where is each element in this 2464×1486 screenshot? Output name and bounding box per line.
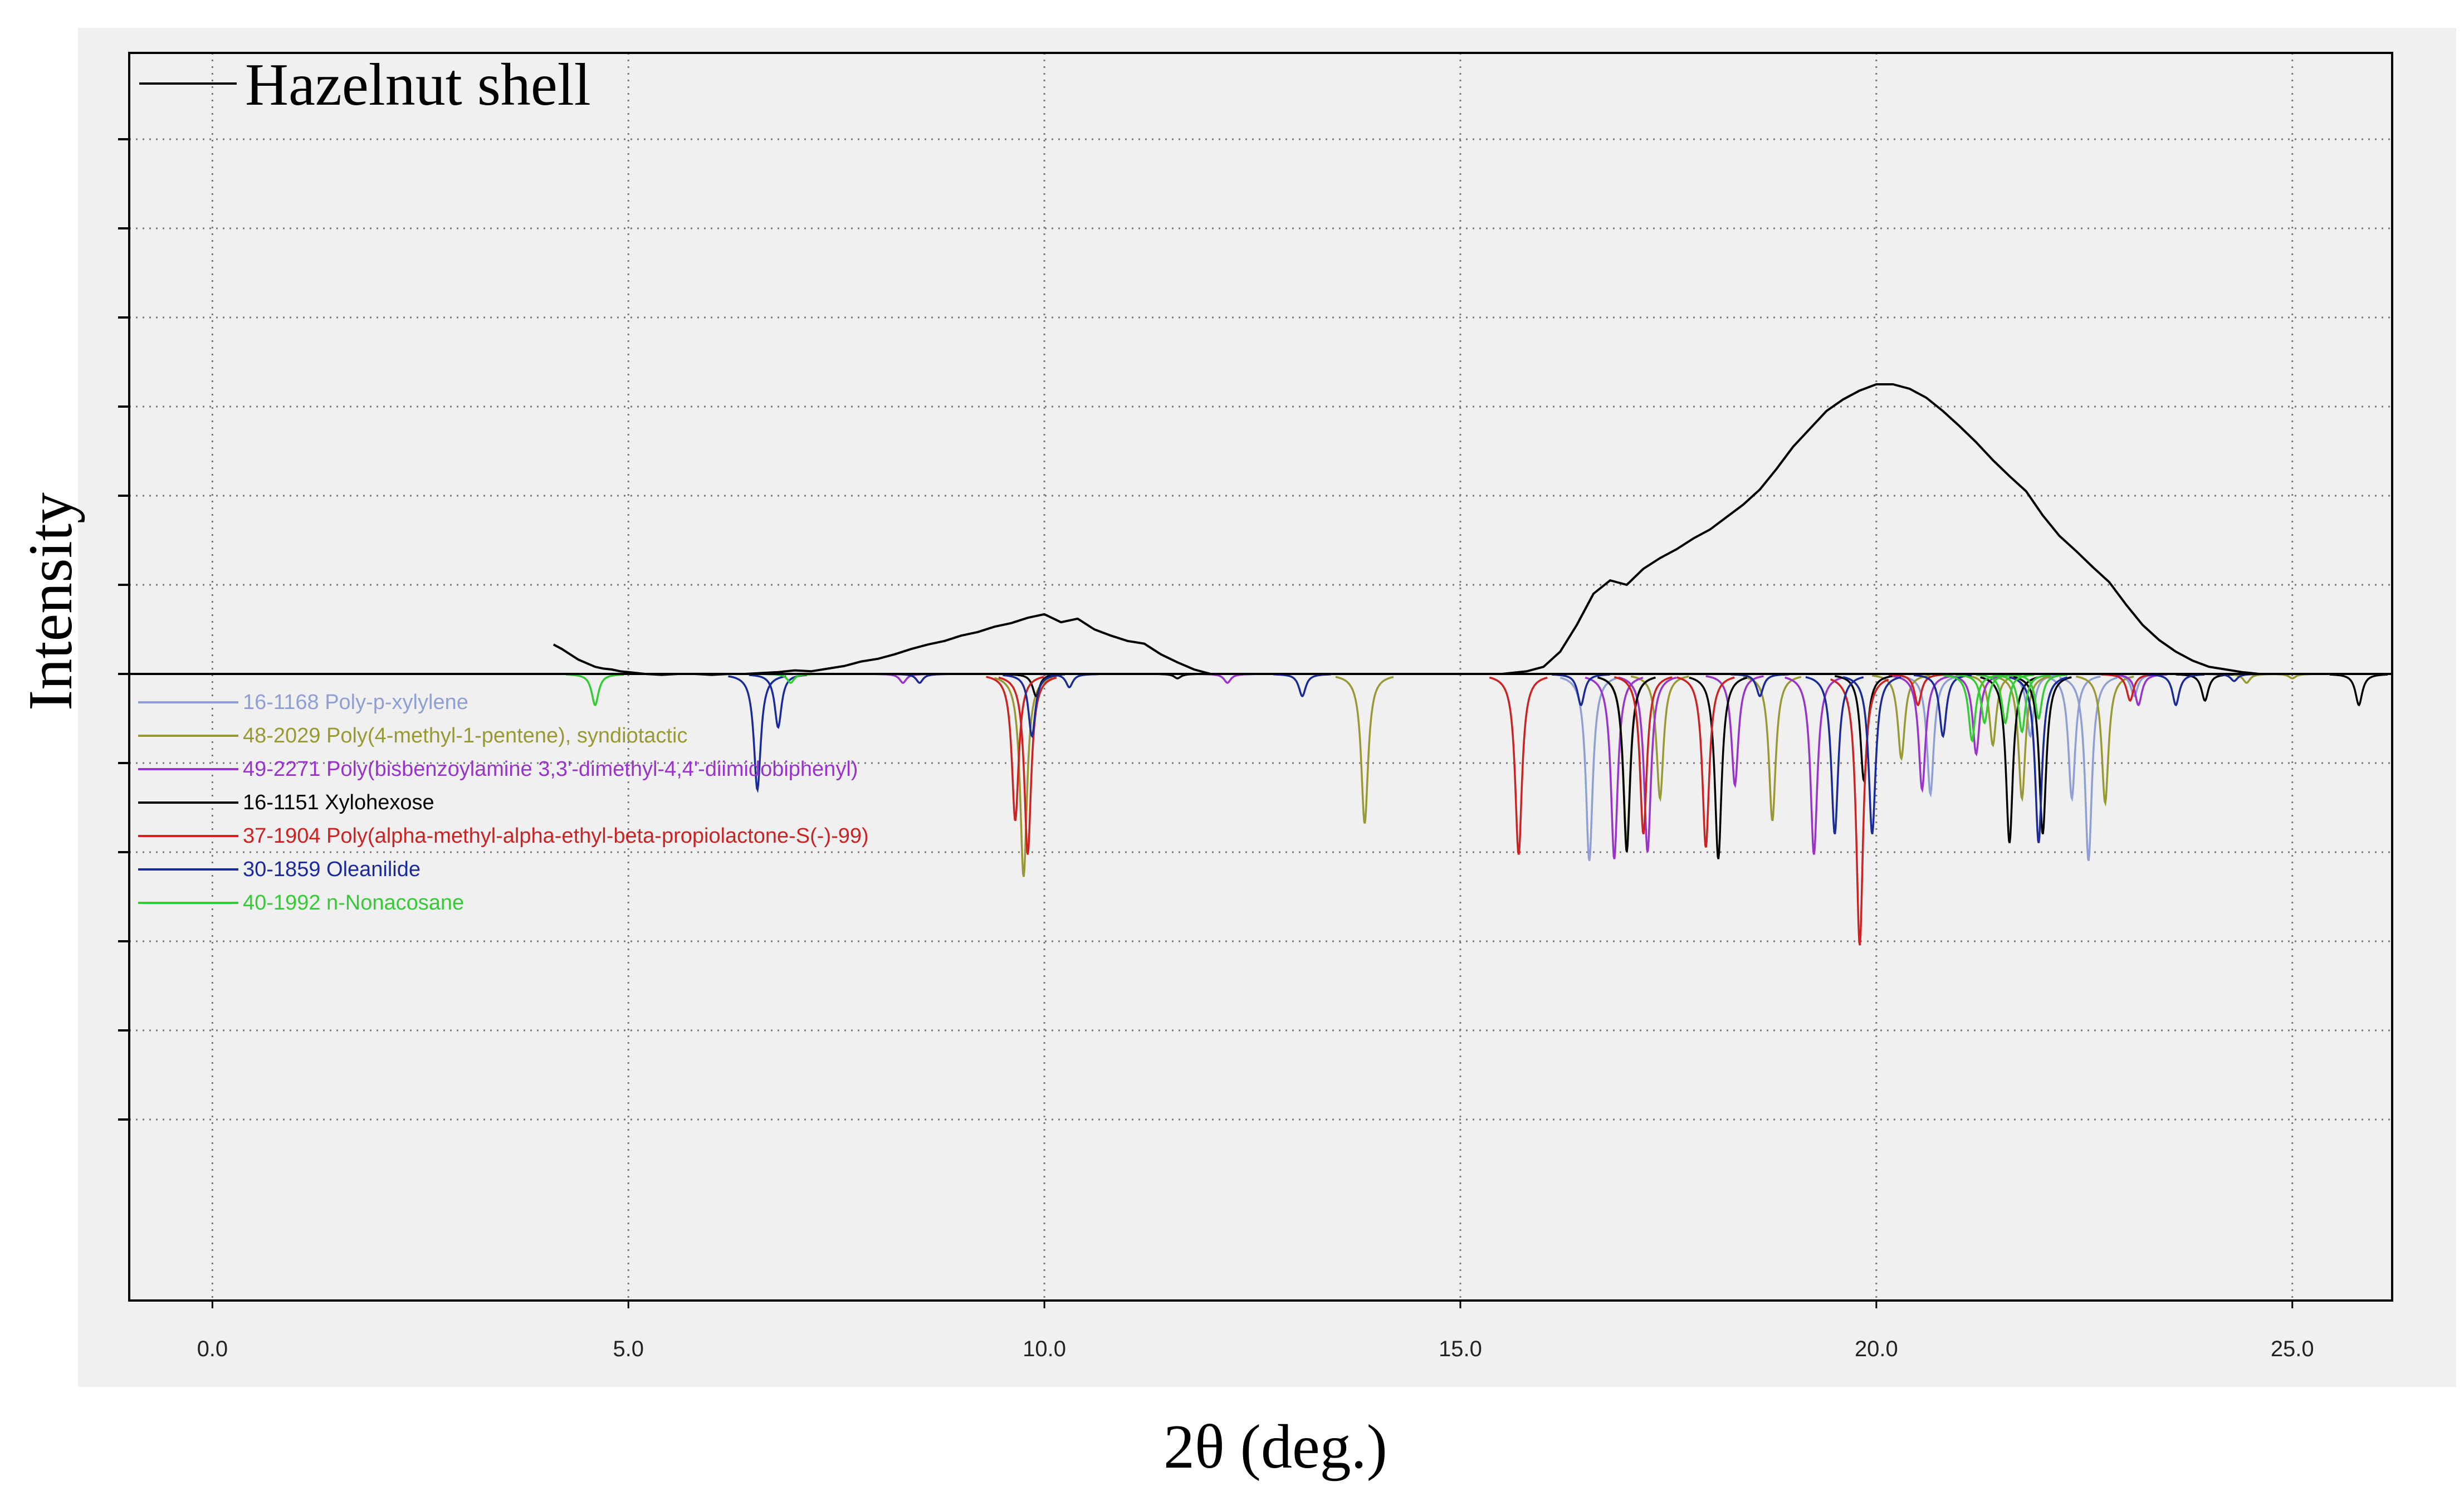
y-axis-label: Intensity: [16, 492, 85, 711]
pattern-peak-30-1859-oleanilide: [1552, 673, 1610, 707]
x-axis-ticks: 0.0 5.0 10.0 15.0 20.0 25.0: [197, 1301, 2314, 1361]
data-series: [553, 383, 2376, 676]
x-axis-label: 2θ (deg.): [1163, 1412, 1387, 1482]
pattern-peak-37-1904-poly-alpha-methyl-alpha-ethyl-beta-propiolactone-s-99: [986, 676, 1044, 822]
series-line-hazelnut-shell: [553, 383, 2376, 676]
pattern-peak-16-1151-xylohexose: [2329, 673, 2388, 707]
pattern-legend-label: 37-1904 Poly(alpha-methyl-alpha-ethyl-be…: [243, 824, 869, 848]
pattern-peak-16-1168-poly-p-xylylene: [2059, 677, 2118, 861]
pattern-peak-30-1859-oleanilide: [1913, 674, 1972, 739]
pattern-peak-48-2029-poly-4-methyl-1-pentene-syndiotactic: [1743, 676, 1802, 822]
pattern-peak-49-2271-poly-bisbenzoylamine-3-3-dimethyl-4-4-diimidobiphenyl: [1198, 673, 1257, 684]
pattern-peak-40-1992-n-nonacosane: [566, 673, 624, 707]
pattern-peak-48-2029-poly-4-methyl-1-pentene-syndiotactic: [1992, 675, 2051, 802]
x-tick-label: 0.0: [197, 1337, 228, 1361]
pattern-peak-37-1904-poly-alpha-methyl-alpha-ethyl-beta-propiolactone-s-99: [1676, 676, 1735, 848]
pattern-peak-37-1904-poly-alpha-methyl-alpha-ethyl-beta-propiolactone-s-99: [1489, 676, 1548, 855]
pattern-peak-49-2271-poly-bisbenzoylamine-3-3-dimethyl-4-4-diimidobiphenyl: [1585, 677, 1644, 859]
plot-frame: [128, 52, 2393, 1302]
pattern-peak-49-2271-poly-bisbenzoylamine-3-3-dimethyl-4-4-diimidobiphenyl: [1893, 675, 1951, 793]
x-tick-label: 10.0: [1023, 1337, 1066, 1361]
pattern-peak-30-1859-oleanilide: [1273, 673, 1332, 698]
x-tick-label: 5.0: [613, 1337, 644, 1361]
pattern-peak-49-2271-poly-bisbenzoylamine-3-3-dimethyl-4-4-diimidobiphenyl: [1618, 676, 1677, 853]
pattern-peak-37-1904-poly-alpha-methyl-alpha-ethyl-beta-propiolactone-s-99: [998, 676, 1057, 855]
pattern-peak-16-1151-xylohexose: [1834, 675, 1893, 784]
pattern-peak-48-2029-poly-4-methyl-1-pentene-syndiotactic: [2075, 675, 2134, 807]
pattern-peak-40-1992-n-nonacosane: [1992, 674, 2051, 734]
series-legend: Hazelnut shell: [139, 52, 591, 118]
pattern-peak-40-1992-n-nonacosane: [2009, 673, 2067, 720]
pattern-peak-37-1904-poly-alpha-methyl-alpha-ethyl-beta-propiolactone-s-99: [1614, 676, 1673, 835]
pattern-peak-30-1859-oleanilide: [728, 675, 786, 793]
pattern-peak-30-1859-oleanilide: [2009, 676, 2068, 844]
pattern-legend-label: 40-1992 n-Nonacosane: [243, 891, 464, 915]
x-tick-label: 15.0: [1439, 1337, 1482, 1361]
pattern-peak-49-2271-poly-bisbenzoylamine-3-3-dimethyl-4-4-diimidobiphenyl: [1705, 675, 1764, 789]
reference-patterns: [566, 673, 2388, 946]
pattern-peak-48-2029-poly-4-methyl-1-pentene-syndiotactic: [1872, 674, 1930, 761]
plot-panel-background: [78, 28, 2456, 1387]
grid: [129, 53, 2392, 1301]
pattern-peak-16-1151-xylohexose: [1689, 677, 1748, 859]
pattern-legend-label: 49-2271 Poly(bisbenzoylamine 3,3'-dimeth…: [243, 757, 858, 781]
x-tick-label: 20.0: [1855, 1337, 1898, 1361]
pattern-legend: 16-1168 Poly-p-xylylene 48-2029 Poly(4-me…: [138, 691, 869, 915]
legend-label-hazelnut-shell: Hazelnut shell: [245, 52, 591, 118]
pattern-peak-30-1859-oleanilide: [749, 674, 807, 730]
pattern-peak-30-1859-oleanilide: [2147, 673, 2205, 707]
pattern-legend-label: 48-2029 Poly(4-methyl-1-pentene), syndio…: [243, 724, 687, 747]
pattern-peak-16-1151-xylohexose: [2013, 676, 2072, 835]
pattern-peak-49-2271-poly-bisbenzoylamine-3-3-dimethyl-4-4-diimidobiphenyl: [1785, 676, 1844, 855]
pattern-peak-30-1859-oleanilide: [1003, 674, 1061, 739]
pattern-legend-label: 16-1168 Poly-p-xylylene: [243, 691, 468, 714]
y-axis-ticks: [118, 138, 129, 1121]
x-tick-label: 25.0: [2271, 1337, 2314, 1361]
pattern-peak-37-1904-poly-alpha-methyl-alpha-ethyl-beta-propiolactone-s-99: [1889, 673, 1947, 707]
pattern-legend-label: 30-1859 Oleanilide: [243, 858, 421, 881]
pattern-peak-16-1168-poly-p-xylylene: [2042, 675, 2101, 802]
pattern-peak-16-1151-xylohexose: [1597, 676, 1656, 852]
pattern-peak-40-1992-n-nonacosane: [1976, 674, 2035, 725]
pattern-peak-37-1904-poly-alpha-methyl-alpha-ethyl-beta-propiolactone-s-99: [1830, 678, 1889, 946]
pattern-legend-label: 16-1151 Xylohexose: [243, 791, 434, 814]
pattern-peak-30-1859-oleanilide: [1842, 676, 1901, 835]
pattern-peak-16-1168-poly-p-xylylene: [1901, 675, 1959, 798]
pattern-peak-48-2029-poly-4-methyl-1-pentene-syndiotactic: [1335, 676, 1394, 824]
